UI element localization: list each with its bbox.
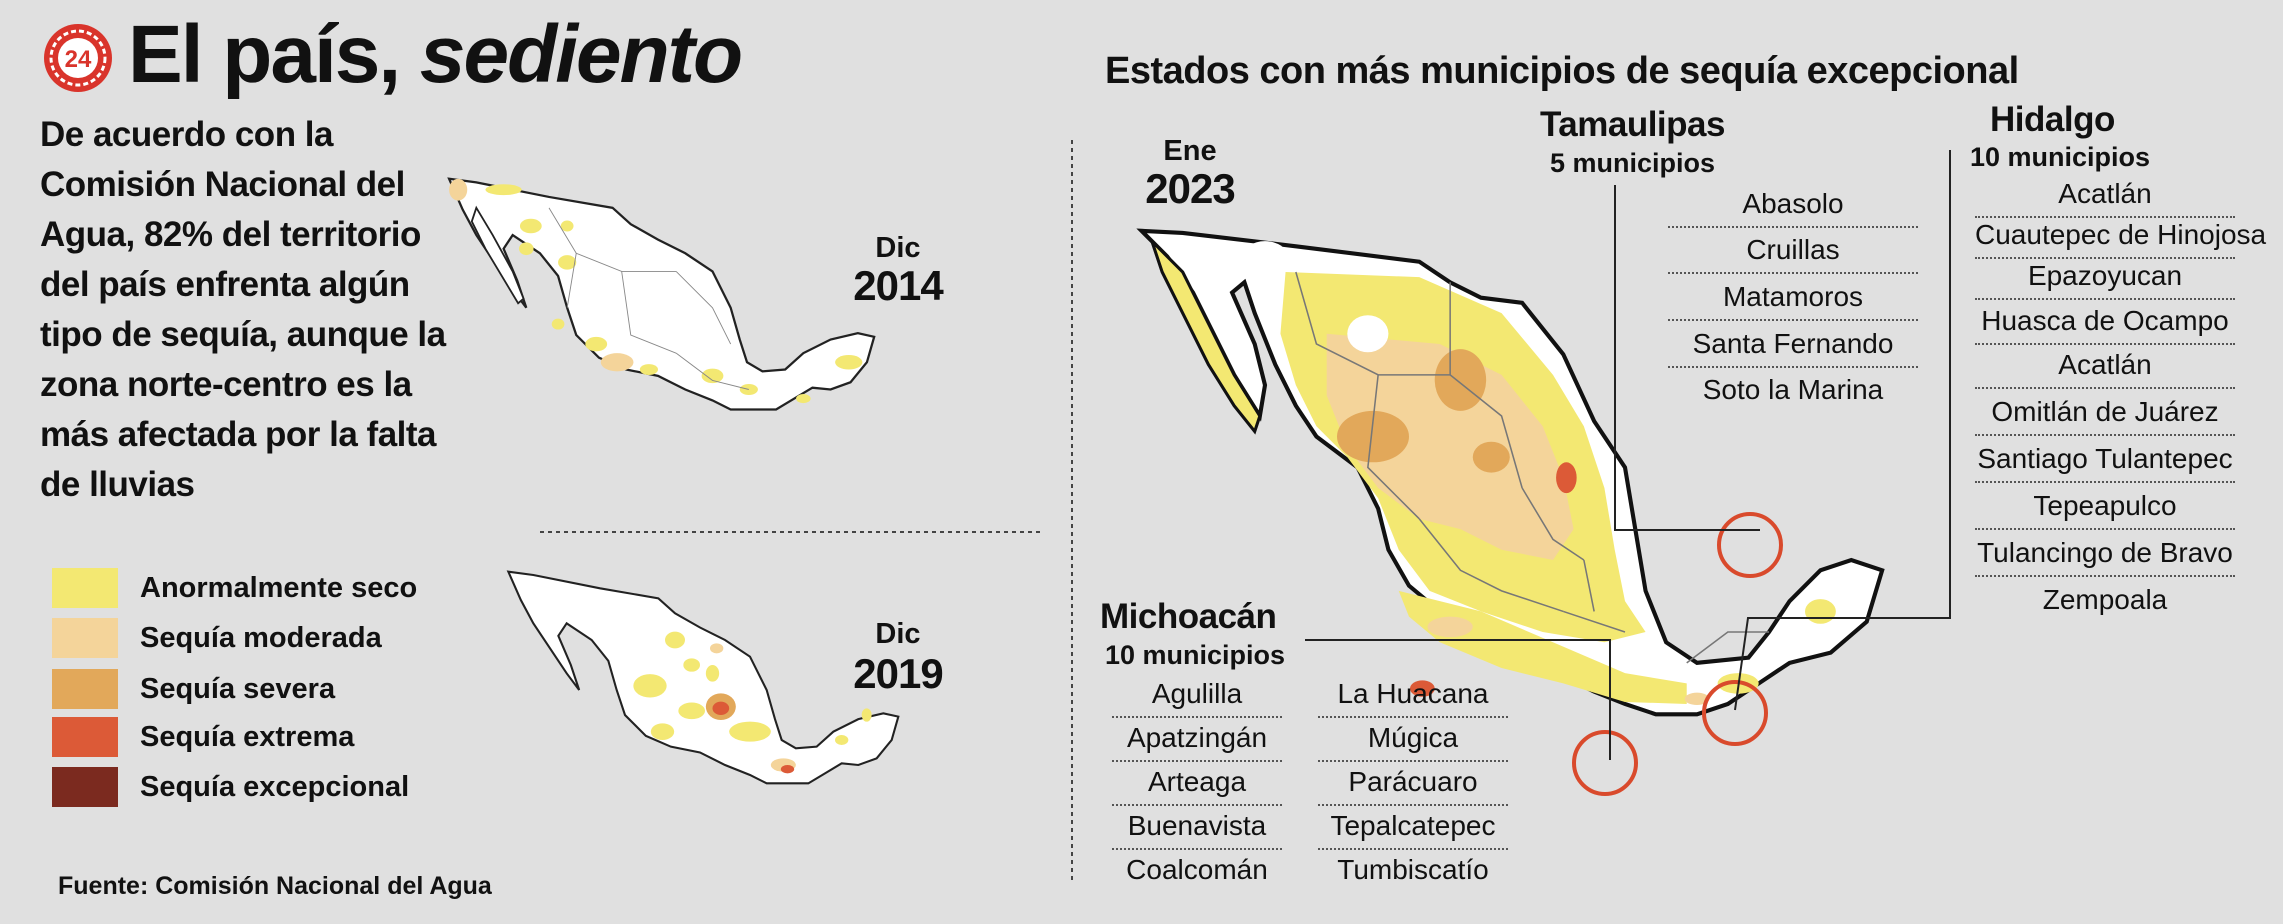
map-baja	[470, 205, 525, 305]
map-land	[447, 177, 876, 411]
municipio-item: Tulancingo de Bravo	[1975, 531, 2235, 577]
legend-swatch	[52, 618, 118, 658]
municipio-item: Acatlán	[1975, 172, 2235, 218]
divider-vertical	[1071, 140, 1073, 880]
title-main: El país,	[128, 9, 420, 100]
legend-item-sequia-excepcional: Sequía excepcional	[52, 766, 409, 808]
legend-swatch	[52, 717, 118, 757]
municipio-item: Cruillas	[1668, 228, 1918, 274]
map-2019-year: 2019	[853, 650, 943, 697]
municipio-item: Tumbiscatío	[1337, 854, 1489, 885]
page-title: El país, sediento	[128, 8, 743, 102]
municipio-item: Santa Fernando	[1668, 322, 1918, 368]
map-2014-year: 2014	[853, 262, 943, 309]
municipio-item: Matamoros	[1668, 275, 1918, 321]
municipio-item: Parácuaro	[1318, 760, 1508, 806]
highlight-circle-michoacan	[1572, 730, 1638, 796]
legend-label: Sequía moderada	[140, 621, 382, 654]
state-count-michoacan: 10 municipios	[1105, 640, 1286, 670]
municipio-item: Abasolo	[1668, 182, 1918, 228]
municipio-item: Múgica	[1318, 716, 1508, 762]
legend-swatch	[52, 669, 118, 709]
municipio-item: La Huacana	[1318, 672, 1508, 718]
legend-item-sequia-extrema: Sequía extrema	[52, 716, 354, 758]
state-count-hidalgo: 10 municipios	[1970, 142, 2151, 172]
divider-horizontal	[540, 531, 1040, 533]
municipio-item: Zempoala	[2042, 584, 2168, 615]
state-count-tamaulipas: 5 municipios	[1550, 148, 1716, 178]
municipio-item: Soto la Marina	[1702, 374, 1884, 405]
hotspot-michoacan	[1410, 680, 1435, 697]
legend-swatch	[52, 767, 118, 807]
municipio-item: Apatzingán	[1112, 716, 1282, 762]
municipio-item: Huasca de Ocampo	[1975, 299, 2235, 345]
municipio-item: Buenavista	[1112, 804, 1282, 850]
map-2023-month: Ene	[1163, 135, 1217, 167]
municipio-item: Cuautepec de Hinojosa	[1975, 213, 2266, 259]
logo-text: 24	[65, 46, 92, 73]
title-italic: sediento	[419, 9, 743, 100]
municipio-item: Epazoyucan	[1975, 254, 2235, 300]
highlight-circle-hidalgo	[1702, 680, 1768, 746]
map-2023-year: 2023	[1145, 165, 1235, 212]
right-panel-title: Estados con más municipios de sequía exc…	[1105, 50, 2019, 92]
municipio-item: Omitlán de Juárez	[1975, 390, 2235, 436]
state-name-hidalgo: Hidalgo	[1990, 100, 2115, 139]
hotspot-tamaulipas	[1556, 462, 1577, 494]
map-2019-month: Dic	[875, 618, 921, 650]
municipio-item: Arteaga	[1112, 760, 1282, 806]
highlight-circle-tamaulipas	[1717, 512, 1783, 578]
map-baja	[1150, 240, 1262, 435]
legend-item-anormalmente-seco: Anormalmente seco	[52, 567, 417, 609]
municipio-item: Acatlán	[1975, 343, 2235, 389]
source-note: Fuente: Comisión Nacional del Agua	[58, 872, 492, 900]
state-name-tamaulipas: Tamaulipas	[1540, 105, 1725, 144]
municipio-item: Tepalcatepec	[1318, 804, 1508, 850]
map-2014-month: Dic	[875, 232, 921, 264]
legend-item-sequia-moderada: Sequía moderada	[52, 617, 382, 659]
legend-label: Sequía excepcional	[140, 770, 410, 803]
map-land	[506, 570, 900, 785]
map-mexico-2019	[506, 570, 900, 785]
map-mexico-2014	[447, 177, 876, 411]
municipio-item: Coalcomán	[1126, 854, 1268, 885]
legend-swatch	[52, 568, 118, 608]
municipio-item: Agulilla	[1112, 672, 1282, 718]
intro-text: De acuerdo con la Comisión Nacional del …	[40, 115, 446, 504]
legend-label: Sequía severa	[140, 672, 336, 705]
brand-24-logo-icon: 24	[44, 24, 112, 92]
state-name-michoacan: Michoacán	[1100, 597, 1277, 636]
map-mexico-2023	[1136, 228, 1885, 717]
municipio-item: Tepeapulco	[1975, 484, 2235, 530]
legend-label: Sequía extrema	[140, 720, 355, 753]
legend-label: Anormalmente seco	[140, 571, 418, 604]
legend-item-sequia-severa: Sequía severa	[52, 668, 335, 710]
municipio-item: Santiago Tulantepec	[1975, 437, 2235, 483]
